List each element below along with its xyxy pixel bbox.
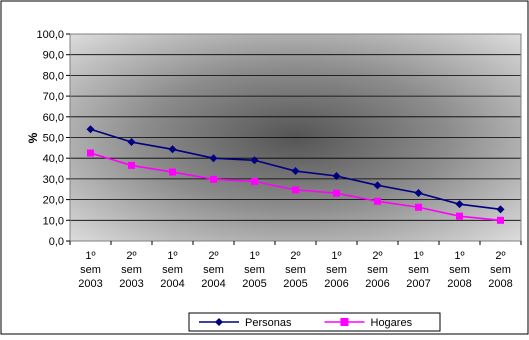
- legend-label-hogares: Hogares: [371, 317, 413, 329]
- data-point-hogares: [333, 189, 340, 197]
- data-point-hogares: [128, 161, 135, 169]
- y-tick-label: 0,0: [49, 236, 64, 248]
- data-point-personas: [250, 156, 259, 165]
- legend-label-personas: Personas: [245, 317, 292, 329]
- legend-marker-hogares: [340, 318, 349, 326]
- y-tick-label: 90,0: [43, 50, 64, 62]
- x-tick-label: 2º sem 2004: [201, 250, 225, 290]
- data-point-hogares: [374, 197, 381, 205]
- x-tick-label: 2º sem 2003: [119, 250, 143, 290]
- data-point-personas: [496, 205, 505, 214]
- legend-box: [188, 312, 441, 332]
- data-point-personas: [168, 145, 177, 154]
- x-tick-label: 2º sem 2008: [488, 250, 512, 290]
- x-tick-label: 2º sem 2005: [283, 250, 307, 290]
- y-tick-label: 50,0: [43, 133, 64, 145]
- series-layer: [86, 125, 505, 224]
- data-point-hogares: [87, 149, 94, 157]
- x-tick-label: 1º sem 2006: [324, 250, 348, 290]
- y-axis-label: %: [26, 132, 40, 143]
- data-point-personas: [127, 138, 136, 147]
- data-point-personas: [455, 200, 464, 209]
- data-point-personas: [291, 167, 300, 176]
- y-tick-label: 100,0: [36, 29, 64, 41]
- y-tick-label: 40,0: [43, 153, 64, 165]
- y-tick-label: 60,0: [43, 112, 64, 124]
- x-axis: 1º sem 2003 2º sem 2003 1º sem 2004 2º sem 2004 1º se…: [69, 241, 522, 290]
- x-tick-label: 1º sem 2007: [406, 250, 430, 290]
- data-point-hogares: [292, 186, 299, 194]
- data-point-hogares: [210, 175, 217, 183]
- data-point-personas: [373, 181, 382, 190]
- y-tick-label: 30,0: [43, 174, 64, 186]
- x-tick-label: 1º sem 2004: [160, 250, 184, 290]
- data-point-hogares: [415, 203, 422, 211]
- data-point-hogares: [169, 168, 176, 176]
- x-tick-label: 1º sem 2005: [242, 250, 266, 290]
- y-axis: 0,0 10,0 20,0 30,0 40,0 50,0 60,0 70,0 80,0 90,0 1…: [36, 29, 70, 248]
- legend: Personas Hogares: [188, 312, 441, 332]
- data-point-personas: [332, 172, 341, 181]
- data-point-hogares: [497, 216, 504, 224]
- y-tick-label: 80,0: [43, 70, 64, 82]
- data-point-hogares: [251, 177, 258, 185]
- y-tick-label: 10,0: [43, 215, 64, 227]
- data-point-hogares: [456, 212, 463, 220]
- x-tick-label: 1º sem 2003: [78, 250, 102, 290]
- x-tick-label: 2º sem 2006: [365, 250, 389, 290]
- data-point-personas: [414, 188, 423, 197]
- legend-marker-personas: [215, 318, 223, 326]
- data-point-personas: [209, 154, 218, 163]
- x-tick-label: 1º sem 2008: [447, 250, 471, 290]
- data-point-personas: [86, 125, 95, 134]
- y-tick-label: 20,0: [43, 195, 64, 207]
- y-tick-label: 70,0: [43, 91, 64, 103]
